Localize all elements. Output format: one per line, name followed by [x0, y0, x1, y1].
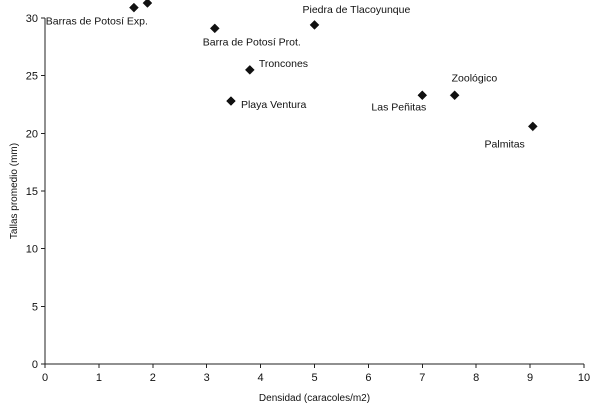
y-tick-label: 25 — [26, 71, 38, 83]
data-point-marker — [209, 23, 220, 34]
data-point-marker — [527, 121, 538, 132]
x-axis-title: Densidad (caracoles/m2) — [259, 393, 370, 404]
x-tick-label: 3 — [204, 372, 210, 384]
x-tick-label: 6 — [365, 372, 371, 384]
data-point-marker — [417, 90, 428, 101]
x-tick-label: 9 — [527, 372, 533, 384]
point-label: Palmitas — [485, 138, 525, 150]
point-label: Barras de Potosí Exp. — [46, 16, 148, 28]
point-label: Zoológico — [452, 72, 498, 84]
y-tick-label: 15 — [26, 186, 38, 198]
point-label: Piedra de Tlacoyunque — [303, 4, 411, 16]
data-point-marker — [129, 2, 139, 13]
data-point-marker — [309, 20, 320, 30]
y-tick-label: 5 — [32, 301, 38, 313]
x-tick-label: 10 — [578, 372, 590, 384]
y-axis-title: Tallas promedio (mm) — [9, 143, 20, 239]
point-label: Playa Ventura — [241, 99, 307, 111]
point-label: Barra de Potosí Prot. — [203, 36, 301, 48]
point-labels: Barras de Potosí Exp.Punta de MaldonadoB… — [46, 4, 525, 150]
y-tick-label: 10 — [26, 244, 38, 256]
x-tick-label: 0 — [42, 372, 48, 384]
data-point-marker — [226, 96, 236, 106]
point-label: Las Peñitas — [371, 101, 426, 113]
data-point-marker — [449, 90, 460, 101]
x-tick-label: 7 — [419, 372, 425, 384]
x-tick-label: 8 — [473, 372, 479, 384]
point-label: Troncones — [259, 58, 308, 70]
axes — [44, 18, 584, 365]
axis-ticks: 0 1 2 3 4 5 6 7 8 9 10 0 5 10 15 20 25 30 — [26, 13, 590, 384]
x-tick-label: 1 — [96, 372, 102, 384]
x-tick-label: 5 — [311, 372, 317, 384]
x-tick-label: 4 — [258, 372, 264, 384]
data-point-marker — [142, 0, 153, 8]
y-tick-label: 30 — [26, 13, 38, 25]
data-points — [129, 0, 538, 132]
y-tick-label: 20 — [26, 128, 38, 140]
data-point-marker — [244, 65, 255, 75]
x-tick-label: 2 — [150, 372, 156, 384]
y-tick-label: 0 — [32, 359, 38, 371]
